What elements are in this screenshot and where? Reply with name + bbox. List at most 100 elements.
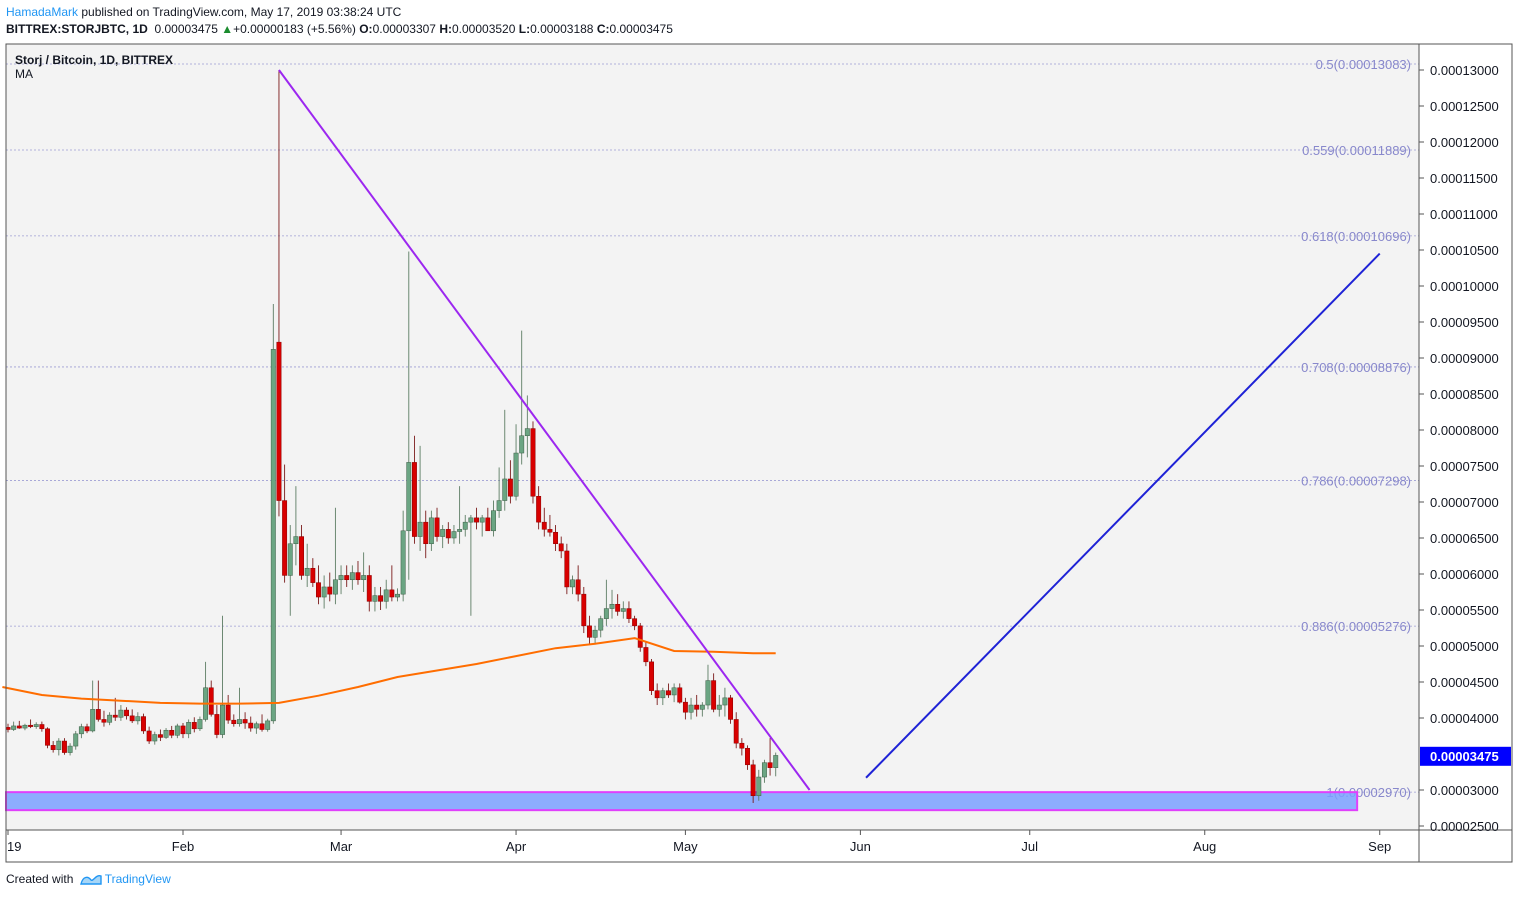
- publish-text: published on TradingView.com, May 17, 20…: [78, 5, 402, 19]
- candle-body: [474, 517, 479, 523]
- candle-body: [22, 724, 28, 729]
- last-price: 0.00003475: [154, 22, 218, 36]
- candle-body: [564, 550, 570, 588]
- price-tick-label: 0.00011500: [1430, 171, 1498, 186]
- author-link[interactable]: HamadaMark: [6, 5, 79, 19]
- time-axis[interactable]: 19 Feb Mar Apr May Jun Jul Aug Sep: [7, 830, 1391, 854]
- price-axis[interactable]: 0.00013000 0.00012500 0.00012000 0.00011500…: [1419, 63, 1499, 834]
- time-tick-label: Mar: [330, 839, 353, 854]
- fib-label: 0.618(0.00010696): [1301, 229, 1411, 244]
- candle-body: [739, 742, 745, 749]
- created-with-text: Created with: [6, 872, 74, 886]
- price-tick-label: 0.00008000: [1430, 423, 1499, 438]
- candle-body: [536, 495, 542, 523]
- publish-info: HamadaMark published on TradingView.com,…: [6, 5, 401, 19]
- candle-body: [50, 745, 56, 750]
- candle-body: [558, 543, 564, 552]
- candle-body: [773, 755, 779, 768]
- candle-body: [389, 589, 395, 598]
- candle-body: [660, 690, 666, 699]
- candle-body: [547, 529, 553, 533]
- trendlines: [278, 69, 1381, 791]
- candle-body: [400, 530, 406, 595]
- close-value: 0.00003475: [609, 22, 673, 36]
- fib-label: 0.786(0.00007298): [1301, 474, 1411, 489]
- candle-body: [705, 680, 711, 706]
- last-price-tag-label: 0.00003475: [1430, 749, 1499, 764]
- candle-body: [355, 572, 361, 581]
- candle-body: [395, 593, 400, 598]
- price-tick-label: 0.00009500: [1430, 315, 1499, 330]
- price-tick-label: 0.00008500: [1430, 387, 1499, 402]
- chart-legend: Storj / Bitcoin, 1D, BITTREX MA: [15, 53, 173, 81]
- candle-body: [287, 543, 293, 576]
- candle-body: [84, 726, 90, 732]
- fib-label: 0.886(0.00005276): [1301, 619, 1411, 634]
- candle-body: [761, 762, 767, 778]
- plot-area[interactable]: [6, 44, 1419, 830]
- candle-body: [570, 579, 575, 588]
- candle-body: [581, 593, 587, 627]
- candle-body: [214, 714, 220, 735]
- candle-body: [56, 740, 62, 750]
- candle-body: [231, 719, 237, 725]
- candle-body: [637, 625, 643, 648]
- candle-body: [694, 704, 700, 710]
- candle-body: [90, 709, 96, 732]
- candle-body: [632, 618, 638, 627]
- candle-body: [711, 680, 717, 710]
- candle-body: [445, 529, 451, 539]
- candle-body: [423, 521, 429, 545]
- candle-body: [643, 647, 649, 663]
- candle-body: [276, 341, 282, 501]
- candle-body: [265, 720, 271, 730]
- candle-body: [299, 536, 304, 576]
- candle-body: [169, 729, 175, 736]
- fib-label: 0.5(0.00013083): [1316, 57, 1411, 72]
- candle-body: [124, 709, 129, 717]
- candle-body: [163, 729, 169, 738]
- fib-label: 0.708(0.00008876): [1301, 360, 1411, 375]
- time-tick-label: Aug: [1193, 839, 1216, 854]
- candle-body: [733, 719, 739, 744]
- candle-body: [141, 716, 146, 732]
- candle-body: [462, 521, 468, 530]
- low-label: L:: [518, 22, 531, 36]
- candle-body: [332, 579, 338, 595]
- candle-body: [485, 517, 491, 532]
- candle-body: [716, 704, 722, 710]
- candle-body: [406, 462, 412, 532]
- candle-body: [95, 709, 101, 720]
- price-tick-label: 0.00007500: [1430, 459, 1499, 474]
- candle-body: [259, 723, 265, 730]
- candle-body: [327, 586, 333, 595]
- candle-body: [411, 462, 417, 537]
- time-tick-label: Feb: [172, 839, 194, 854]
- ma-line: [2, 637, 776, 705]
- candle-body: [321, 586, 327, 598]
- price-tick-label: 0.00007000: [1430, 495, 1499, 510]
- candle-body: [688, 704, 694, 713]
- candle-body: [197, 719, 203, 730]
- candle-body: [451, 531, 457, 539]
- candle-body: [428, 517, 434, 545]
- open-label: O:: [359, 22, 373, 36]
- candle-body: [220, 704, 225, 735]
- close-label: C:: [596, 22, 610, 36]
- candle-body: [78, 726, 84, 735]
- candle-body: [225, 704, 231, 721]
- candle-body: [502, 478, 508, 501]
- candle-body: [107, 714, 113, 723]
- tradingview-link[interactable]: TradingView: [104, 872, 171, 886]
- candle-body: [361, 575, 367, 581]
- candle-body: [440, 529, 446, 537]
- tradingview-logo-icon: [79, 874, 102, 885]
- candle-body: [649, 661, 654, 691]
- legend-title: Storj / Bitcoin, 1D, BITTREX: [15, 53, 174, 67]
- trendline-up: [865, 252, 1381, 779]
- candle-body: [598, 618, 604, 631]
- candle-body: [496, 500, 502, 511]
- candle-body: [507, 478, 513, 497]
- legend-indicator: MA: [15, 67, 33, 81]
